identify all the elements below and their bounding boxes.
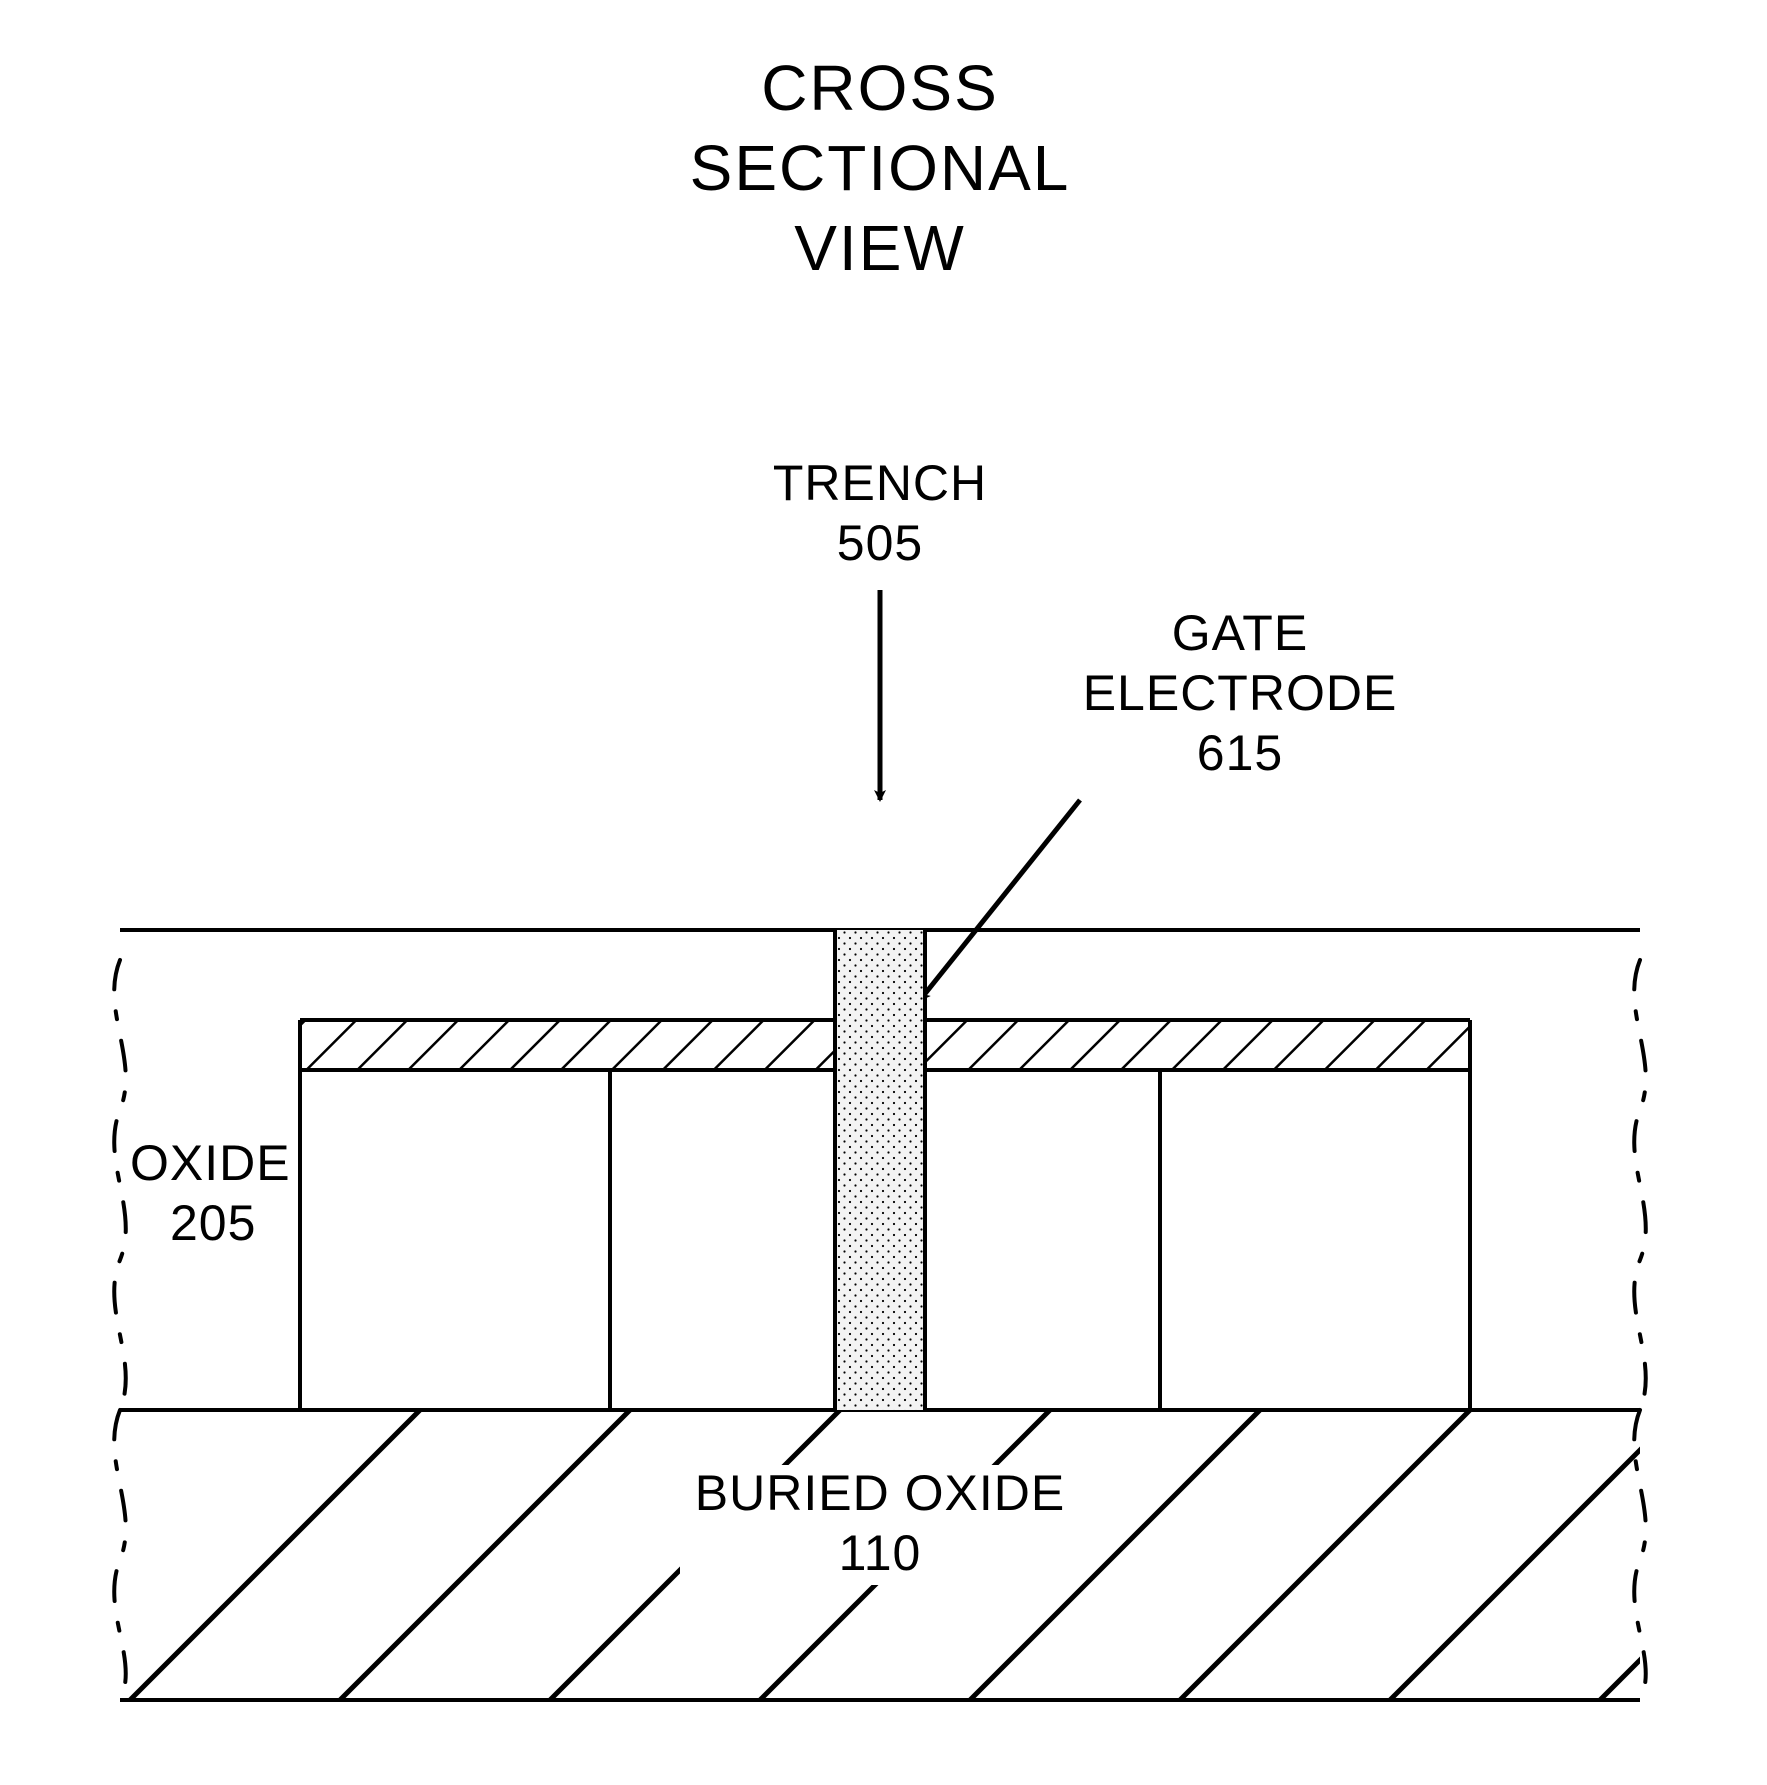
gate-electrode-label-2: ELECTRODE: [1083, 665, 1398, 721]
oxide-label: OXIDE: [130, 1135, 291, 1191]
trench-number: 505: [837, 515, 923, 571]
title-line2: SECTIONAL: [690, 132, 1071, 204]
break-left-lower: [114, 1410, 126, 1700]
break-right-upper: [1634, 960, 1646, 1410]
gate-electrode-number: 615: [1197, 725, 1283, 781]
gate-electrode-label-1: GATE: [1172, 605, 1308, 661]
gate-electrode-arrow: [920, 800, 1080, 1000]
trench-label: TRENCH: [773, 455, 987, 511]
mask-left-hatch: [300, 1020, 835, 1070]
title-line1: CROSS: [761, 52, 999, 124]
buried-oxide-number: 110: [839, 1525, 922, 1581]
mask-right-hatch: [925, 1020, 1470, 1070]
title-line3: VIEW: [794, 212, 966, 284]
gate-electrode-fill: [835, 930, 925, 1410]
buried-oxide-label: BURIED OXIDE: [695, 1465, 1065, 1521]
oxide-number: 205: [170, 1195, 256, 1251]
break-left-upper: [114, 960, 126, 1410]
